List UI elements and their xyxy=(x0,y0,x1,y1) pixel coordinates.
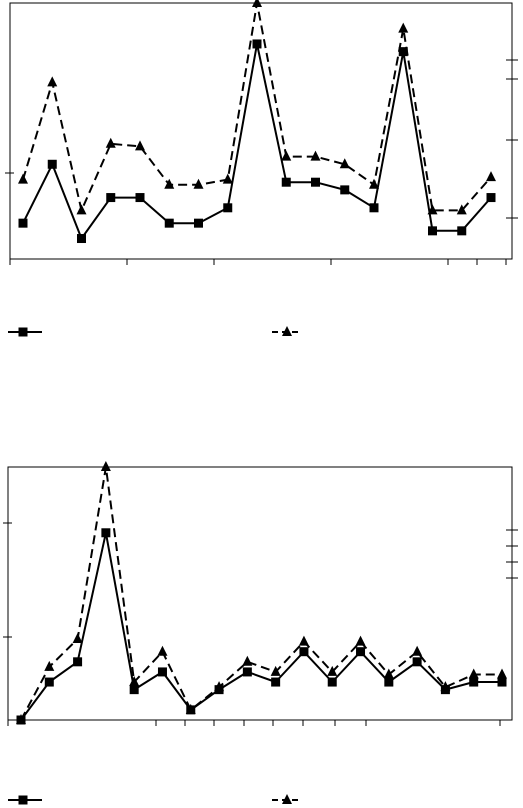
series-2-point xyxy=(164,178,175,189)
series-1-point xyxy=(194,218,203,228)
series-2-point xyxy=(270,665,281,676)
series-2-point xyxy=(412,645,423,656)
series-2-point xyxy=(47,76,58,87)
series-1-point xyxy=(223,203,233,213)
series-2-point xyxy=(157,645,168,656)
series-1-point xyxy=(340,185,350,195)
series-2-point xyxy=(193,178,204,189)
series-2-point xyxy=(497,668,507,679)
series-2-point xyxy=(398,22,409,33)
series-1-point xyxy=(369,203,379,213)
series-1-point xyxy=(16,715,26,725)
legend-series-2-marker xyxy=(282,794,292,804)
series-2-point xyxy=(100,461,111,471)
series-2-point xyxy=(486,171,496,182)
series-1-point xyxy=(101,528,111,538)
series-2-point xyxy=(355,635,366,646)
series-2-point xyxy=(135,140,145,151)
series-2-point xyxy=(222,173,233,184)
series-1-point xyxy=(428,226,437,236)
series-1-point xyxy=(497,677,507,687)
series-1-point xyxy=(356,647,366,657)
plot-area xyxy=(7,466,513,721)
series-2-point xyxy=(44,660,55,671)
series-1-point xyxy=(398,47,408,57)
series-1-line xyxy=(22,43,492,240)
series-1-point xyxy=(164,218,174,228)
series-2-point xyxy=(105,137,116,148)
series-2-point xyxy=(129,676,140,687)
series-1-point xyxy=(440,685,450,695)
series-1-point xyxy=(469,677,479,687)
series-2-point xyxy=(242,655,253,666)
series-1-point xyxy=(47,159,57,169)
series-2-line xyxy=(20,466,502,721)
chart-bottom xyxy=(3,461,518,805)
series-1-point xyxy=(214,685,224,695)
series-2-point xyxy=(281,150,292,161)
series-1-point xyxy=(311,177,320,187)
chart-top xyxy=(5,0,518,337)
series-2-point xyxy=(298,635,309,646)
series-2-point xyxy=(339,158,350,169)
series-2-line xyxy=(22,2,492,212)
series-2-point xyxy=(310,150,321,161)
series-1-point xyxy=(271,677,281,687)
series-1-point xyxy=(186,705,196,715)
series-2-point xyxy=(252,0,262,7)
series-1-point xyxy=(242,667,252,677)
series-1-point xyxy=(412,657,422,667)
series-1-point xyxy=(73,657,83,667)
series-1-point xyxy=(18,218,28,228)
series-1-point xyxy=(486,193,496,203)
series-2-point xyxy=(383,668,394,679)
series-2-point xyxy=(76,204,87,215)
series-1-point xyxy=(157,667,167,677)
series-1-point xyxy=(106,193,116,203)
series-1-point xyxy=(44,677,54,687)
series-2-point xyxy=(369,178,379,189)
series-2-point xyxy=(18,173,28,184)
series-1-point xyxy=(327,677,337,687)
series-1-point xyxy=(129,685,139,695)
series-1-point xyxy=(299,647,309,657)
series-2-point xyxy=(468,668,479,679)
series-1-line xyxy=(20,531,502,721)
series-1-point xyxy=(457,226,467,236)
series-2-point xyxy=(72,633,83,644)
legend-series-2-marker xyxy=(282,326,292,336)
series-1-point xyxy=(384,677,394,687)
series-2-point xyxy=(456,204,467,215)
series-1-point xyxy=(135,193,145,203)
series-1-point xyxy=(77,234,86,244)
series-1-point xyxy=(252,39,262,49)
series-2-point xyxy=(327,665,338,676)
plot-area xyxy=(9,2,513,260)
series-1-point xyxy=(281,177,291,187)
legend-series-1-marker xyxy=(18,795,28,805)
legend-series-1-marker xyxy=(18,327,28,337)
